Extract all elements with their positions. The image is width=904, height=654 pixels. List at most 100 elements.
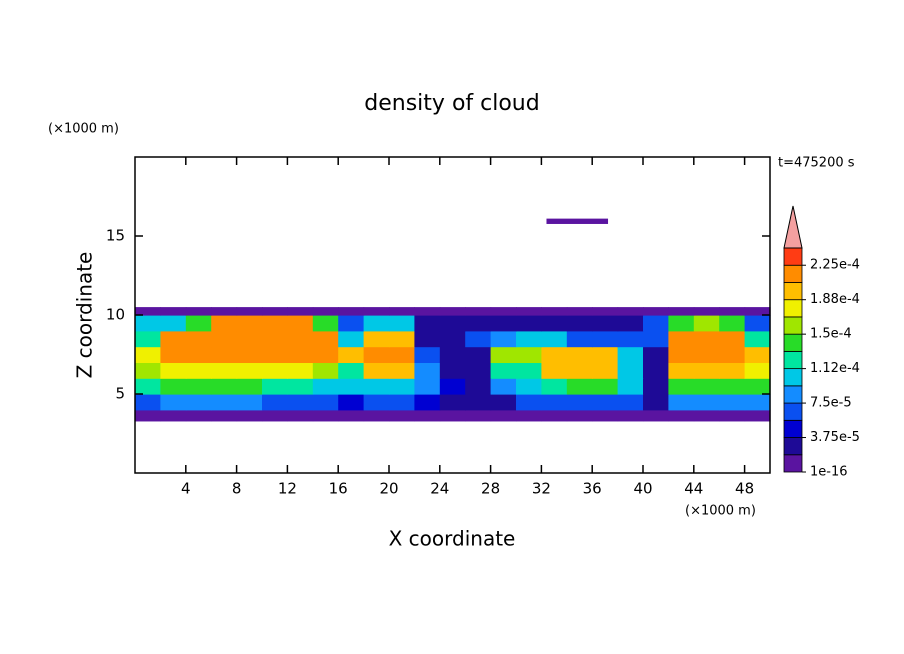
- colorbar-label: 3.75e-5: [810, 430, 860, 445]
- contour-cell: [465, 394, 492, 411]
- contour-cell: [414, 409, 441, 422]
- contour-cell: [338, 346, 365, 363]
- contour-cell: [719, 346, 746, 363]
- contour-cell: [135, 346, 161, 363]
- contour-cell: [185, 409, 212, 422]
- contour-cell: [312, 362, 339, 379]
- contour-cell: [135, 378, 161, 395]
- contour-cell: [668, 315, 695, 332]
- contour-cell: [668, 346, 695, 363]
- contour-cell: [617, 409, 644, 422]
- contour-cell: [566, 394, 593, 411]
- contour-cell: [516, 307, 542, 316]
- colorbar-label: 1.88e-4: [810, 292, 860, 307]
- contour-cell: [465, 378, 492, 395]
- contour-cell: [439, 307, 466, 316]
- contour-cell: [185, 394, 212, 411]
- contour-cell: [287, 394, 314, 411]
- contour-cell: [465, 409, 492, 422]
- contour-cell: [668, 330, 695, 348]
- contour-cell: [236, 362, 263, 379]
- contour-cell: [439, 362, 466, 379]
- contour-cell: [465, 315, 492, 332]
- x-tick-label: 8: [232, 480, 242, 498]
- contour-cell: [363, 346, 390, 363]
- contour-cell: [439, 330, 466, 348]
- colorbar-band: [783, 402, 803, 421]
- contour-cell: [262, 394, 288, 411]
- contour-cell: [693, 409, 720, 422]
- contour-cell: [693, 315, 720, 332]
- contour-cell: [439, 346, 466, 363]
- contour-cell: [516, 362, 542, 379]
- contour-cell: [592, 330, 619, 348]
- contour-cell: [185, 378, 212, 395]
- colorbar-band: [783, 316, 803, 335]
- contour-cell: [516, 346, 542, 363]
- contour-cell: [643, 362, 669, 379]
- contour-cell: [185, 330, 212, 348]
- contour-cell: [160, 378, 187, 395]
- contour-cell: [160, 307, 187, 316]
- contour-cell: [363, 378, 390, 395]
- contour-cell: [643, 409, 669, 422]
- contour-cell: [363, 315, 390, 332]
- x-tick-label: 4: [181, 480, 191, 498]
- contour-cell: [541, 409, 568, 422]
- colorbar-band: [783, 437, 803, 456]
- contour-cell: [744, 346, 771, 363]
- contour-cell: [211, 362, 238, 379]
- contour-cell: [693, 378, 720, 395]
- contour-cell: [516, 409, 542, 422]
- colorbar-band: [783, 419, 803, 438]
- contour-cell: [287, 378, 314, 395]
- x-tick-label: 24: [430, 480, 449, 498]
- contour-cell: [744, 378, 771, 395]
- x-tick-label: 40: [633, 480, 652, 498]
- contour-cell: [414, 394, 441, 411]
- colorbar-band: [783, 333, 803, 352]
- contour-cell: [516, 378, 542, 395]
- contour-cell: [287, 307, 314, 316]
- contour-cell: [546, 218, 609, 224]
- contour-cell: [211, 307, 238, 316]
- contour-cell: [566, 378, 593, 395]
- time-label: t=475200 s: [778, 156, 855, 171]
- contour-cell: [236, 346, 263, 363]
- contour-cell: [566, 362, 593, 379]
- colorbar-band: [783, 350, 803, 370]
- contour-cell: [516, 315, 542, 332]
- contour-cell: [160, 394, 187, 411]
- contour-cell: [287, 362, 314, 379]
- colorbar-band: [783, 385, 803, 404]
- contour-cell: [414, 346, 441, 363]
- contour-cell: [262, 315, 288, 332]
- contour-cell: [490, 346, 517, 363]
- contour-cell: [262, 409, 288, 422]
- contour-cell: [363, 409, 390, 422]
- contour-cell: [592, 394, 619, 411]
- contour-cell: [135, 330, 161, 348]
- contour-cell: [516, 330, 542, 348]
- contour-cell: [312, 346, 339, 363]
- contour-cell: [185, 346, 212, 363]
- contour-cell: [566, 330, 593, 348]
- contour-cell: [414, 315, 441, 332]
- contour-cell: [439, 315, 466, 332]
- contour-cell: [363, 307, 390, 316]
- contour-cell: [617, 362, 644, 379]
- contour-cell: [414, 330, 441, 348]
- contour-cell: [236, 378, 263, 395]
- contour-cell: [287, 409, 314, 422]
- contour-cell: [592, 378, 619, 395]
- contour-cell: [338, 378, 365, 395]
- x-tick-label: 20: [379, 480, 398, 498]
- contour-cell: [389, 307, 415, 316]
- contour-cell: [668, 378, 695, 395]
- colorbar-label: 1.5e-4: [810, 327, 852, 342]
- contour-cell: [541, 378, 568, 395]
- contour-cell: [262, 378, 288, 395]
- contour-cell: [135, 307, 161, 316]
- contour-cell: [541, 307, 568, 316]
- contour-cell: [287, 346, 314, 363]
